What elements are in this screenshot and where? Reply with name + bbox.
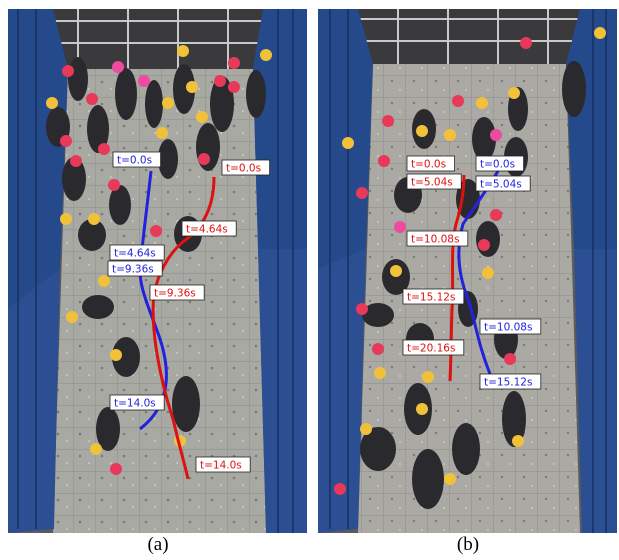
time-label-text: t=20.16s [407,343,455,355]
time-label-blue: t=4.64s [109,244,165,261]
time-label-blue: t=15.12s [479,373,542,390]
time-label-red: t=10.08s [406,230,469,247]
time-label-text: t=15.12s [407,292,455,304]
time-label-red: t=5.04s [406,173,462,190]
time-label-red: t=0.0s [221,159,270,176]
time-label-blue: t=0.0s [112,151,161,168]
panel-a-photo: t=0.0s t=0.0s t=4.64s t=4.64s t=9.36s t=9.36s… [8,9,307,533]
time-label-red: t=0.0s [406,155,455,172]
time-label-red: t=20.16s [402,339,465,356]
time-label-red: t=14.0s [195,456,251,473]
time-label-text: t=10.08s [484,322,532,334]
time-label-text: t=5.04s [411,177,453,189]
time-label-blue: t=9.36s [107,260,163,277]
time-label-blue: t=0.0s [475,155,524,172]
time-label-blue: t=5.04s [475,175,531,192]
panel-b-scene: t=0.0s t=0.0s t=5.04s t=5.04s t=10.08s t=15.1… [318,9,617,533]
time-label-text: t=0.0s [117,155,152,167]
time-label-text: t=14.0s [114,398,156,410]
time-label-text: t=9.36s [112,264,154,276]
time-label-text: t=0.0s [411,159,446,171]
time-label-text: t=0.0s [480,159,515,171]
caption-b: (b) [456,534,480,555]
panel-b-photo: t=0.0s t=0.0s t=5.04s t=5.04s t=10.08s t=15.1… [318,9,617,533]
time-label-text: t=4.64s [114,248,156,260]
time-label-text: t=4.64s [186,224,228,236]
time-label-text: t=0.0s [226,163,261,175]
time-label-blue: t=10.08s [479,318,542,335]
trajectory-participant-a [138,170,168,431]
time-label-red: t=4.64s [181,220,237,237]
caption-a: (a) [147,534,169,555]
panel-a-scene: t=0.0s t=0.0s t=4.64s t=4.64s t=9.36st=9.36s… [8,9,307,533]
time-label-text: t=9.36s [154,288,196,300]
time-label-red: t=15.12s [402,288,465,305]
time-label-text: t=15.12s [484,377,532,389]
time-label-text: t=5.04s [480,179,522,191]
time-label-red: t=9.36s [149,284,205,301]
time-label-blue: t=14.0s [109,394,165,411]
trajectory-participant-a [457,170,500,375]
time-label-text: t=14.0s [200,460,242,472]
time-label-text: t=10.08s [411,234,459,246]
